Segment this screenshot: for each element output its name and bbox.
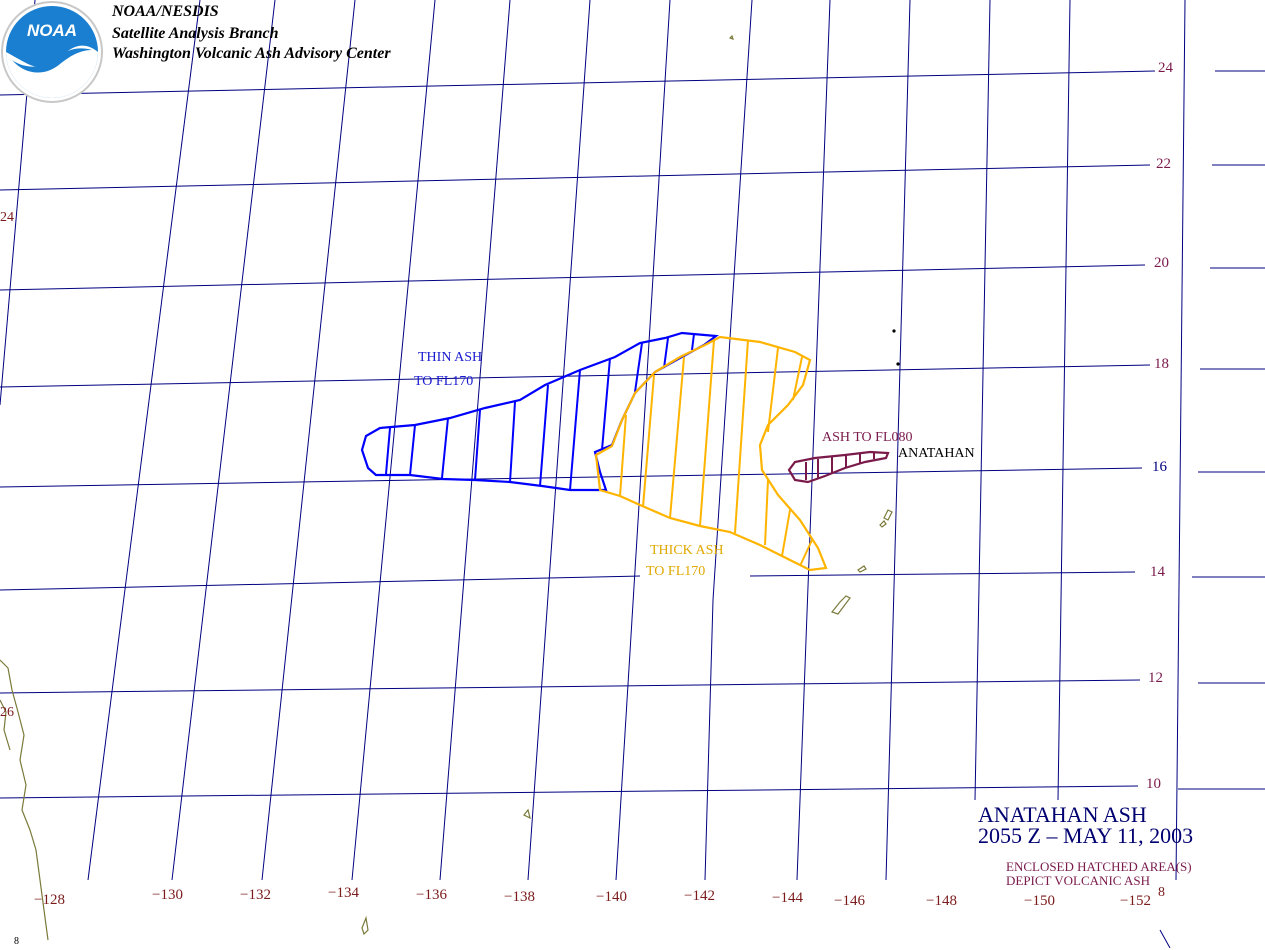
island-saipan: [883, 509, 893, 521]
lon-line-140: [527, 0, 591, 881]
lat-line-22: [0, 164, 1151, 191]
low-ash-label: ASH TO FL080: [822, 430, 913, 445]
island-guam: [830, 595, 851, 615]
lon-label-138: −138: [504, 889, 535, 905]
thin-ash-region: [360, 331, 719, 492]
low-ash-region: [787, 450, 890, 484]
lon-line-130: [87, 0, 201, 881]
lat-label-22: 22: [1156, 156, 1171, 172]
lat-label-20: 20: [1154, 255, 1169, 271]
lat-label-16: 16: [1152, 459, 1167, 475]
thin-ash-label: THIN ASH: [418, 350, 483, 365]
lon-label-142: −142: [684, 888, 715, 904]
lat-label-24: 24: [1158, 60, 1173, 76]
lon-label-152: −152: [1120, 893, 1151, 909]
lat-line-20: [0, 264, 1146, 291]
edge-label-left-top: 24: [0, 210, 14, 225]
island-dots: [892, 329, 900, 366]
land-features: [0, 34, 893, 941]
thin-ash-hatching: [385, 333, 695, 491]
lon-label-150: −150: [1024, 893, 1055, 909]
lon-line-132: [171, 0, 276, 881]
map-note-line2: DEPICT VOLCANIC ASH: [1006, 873, 1150, 888]
island-rota: [857, 565, 867, 573]
lat-line-12: [0, 679, 1141, 694]
lon-label-136: −136: [416, 887, 447, 903]
lat-line-24: [0, 70, 1156, 96]
thin-ash-level-label: TO FL170: [414, 374, 474, 389]
header-agency: NOAA/NESDIS: [112, 3, 219, 20]
noaa-logo-icon: NOAA: [1, 1, 103, 103]
lat-line-18: [0, 364, 1151, 388]
lat-label-12: 12: [1148, 670, 1163, 686]
longitude-grid: [0, 0, 1186, 948]
lon-line-154: [1175, 0, 1186, 881]
lon-line-150: [974, 0, 991, 801]
lat-line-10: [0, 785, 1139, 799]
lon-line-144: [712, 0, 753, 601]
lon-label-148: −148: [926, 893, 957, 909]
lon-line-148: [885, 0, 911, 881]
lon-line-134: [261, 0, 356, 881]
lon-label-128: −128: [34, 892, 65, 908]
map-note-line1: ENCLOSED HATCHED AREA(S): [1006, 859, 1192, 874]
lon-line-138: [439, 0, 511, 881]
lon-line-152: [1057, 0, 1071, 801]
map-title: ANATAHAN ASH: [978, 802, 1147, 827]
coastline-west: [0, 659, 49, 941]
thick-ash-label: THICK ASH: [650, 543, 724, 558]
lon-label-146: −146: [834, 893, 865, 909]
lat-label-10: 10: [1146, 776, 1161, 792]
thin-ash-outline: [360, 331, 719, 492]
lon-label-144: −144: [772, 890, 803, 906]
lon-line-136: [351, 0, 436, 881]
island-small-2: [361, 915, 369, 936]
lon-line-142: [615, 0, 671, 881]
edge-label-bottom-right: 8: [1158, 885, 1165, 900]
lon-label-134: −134: [328, 885, 359, 901]
thick-ash-outline: [594, 335, 828, 572]
header-branch: Satellite Analysis Branch: [112, 25, 279, 42]
lat-label-14: 14: [1150, 564, 1165, 580]
edge-label-bottom-left: 8: [14, 936, 19, 947]
header-center: Washington Volcanic Ash Advisory Center: [112, 45, 391, 62]
thick-ash-region: [594, 335, 828, 572]
lon-label-130: −130: [152, 887, 183, 903]
thick-ash-level-label: TO FL170: [646, 564, 706, 579]
map-datetime: 2055 Z – MAY 11, 2003: [978, 823, 1194, 848]
latitude-grid: [0, 70, 1265, 799]
lat-line-14: [0, 575, 641, 591]
lon-label-140: −140: [596, 889, 627, 905]
island-small-1: [523, 808, 531, 820]
edge-label-left-mid: 26: [0, 705, 14, 720]
thick-ash-hatching: [619, 339, 813, 567]
lat-label-18: 18: [1154, 356, 1169, 372]
low-ash-hatching: [805, 452, 875, 480]
volcano-label: ANATAHAN: [898, 446, 975, 461]
lon-label-132: −132: [240, 887, 271, 903]
logo-text: NOAA: [27, 21, 77, 40]
lon-line-146: [796, 0, 831, 881]
